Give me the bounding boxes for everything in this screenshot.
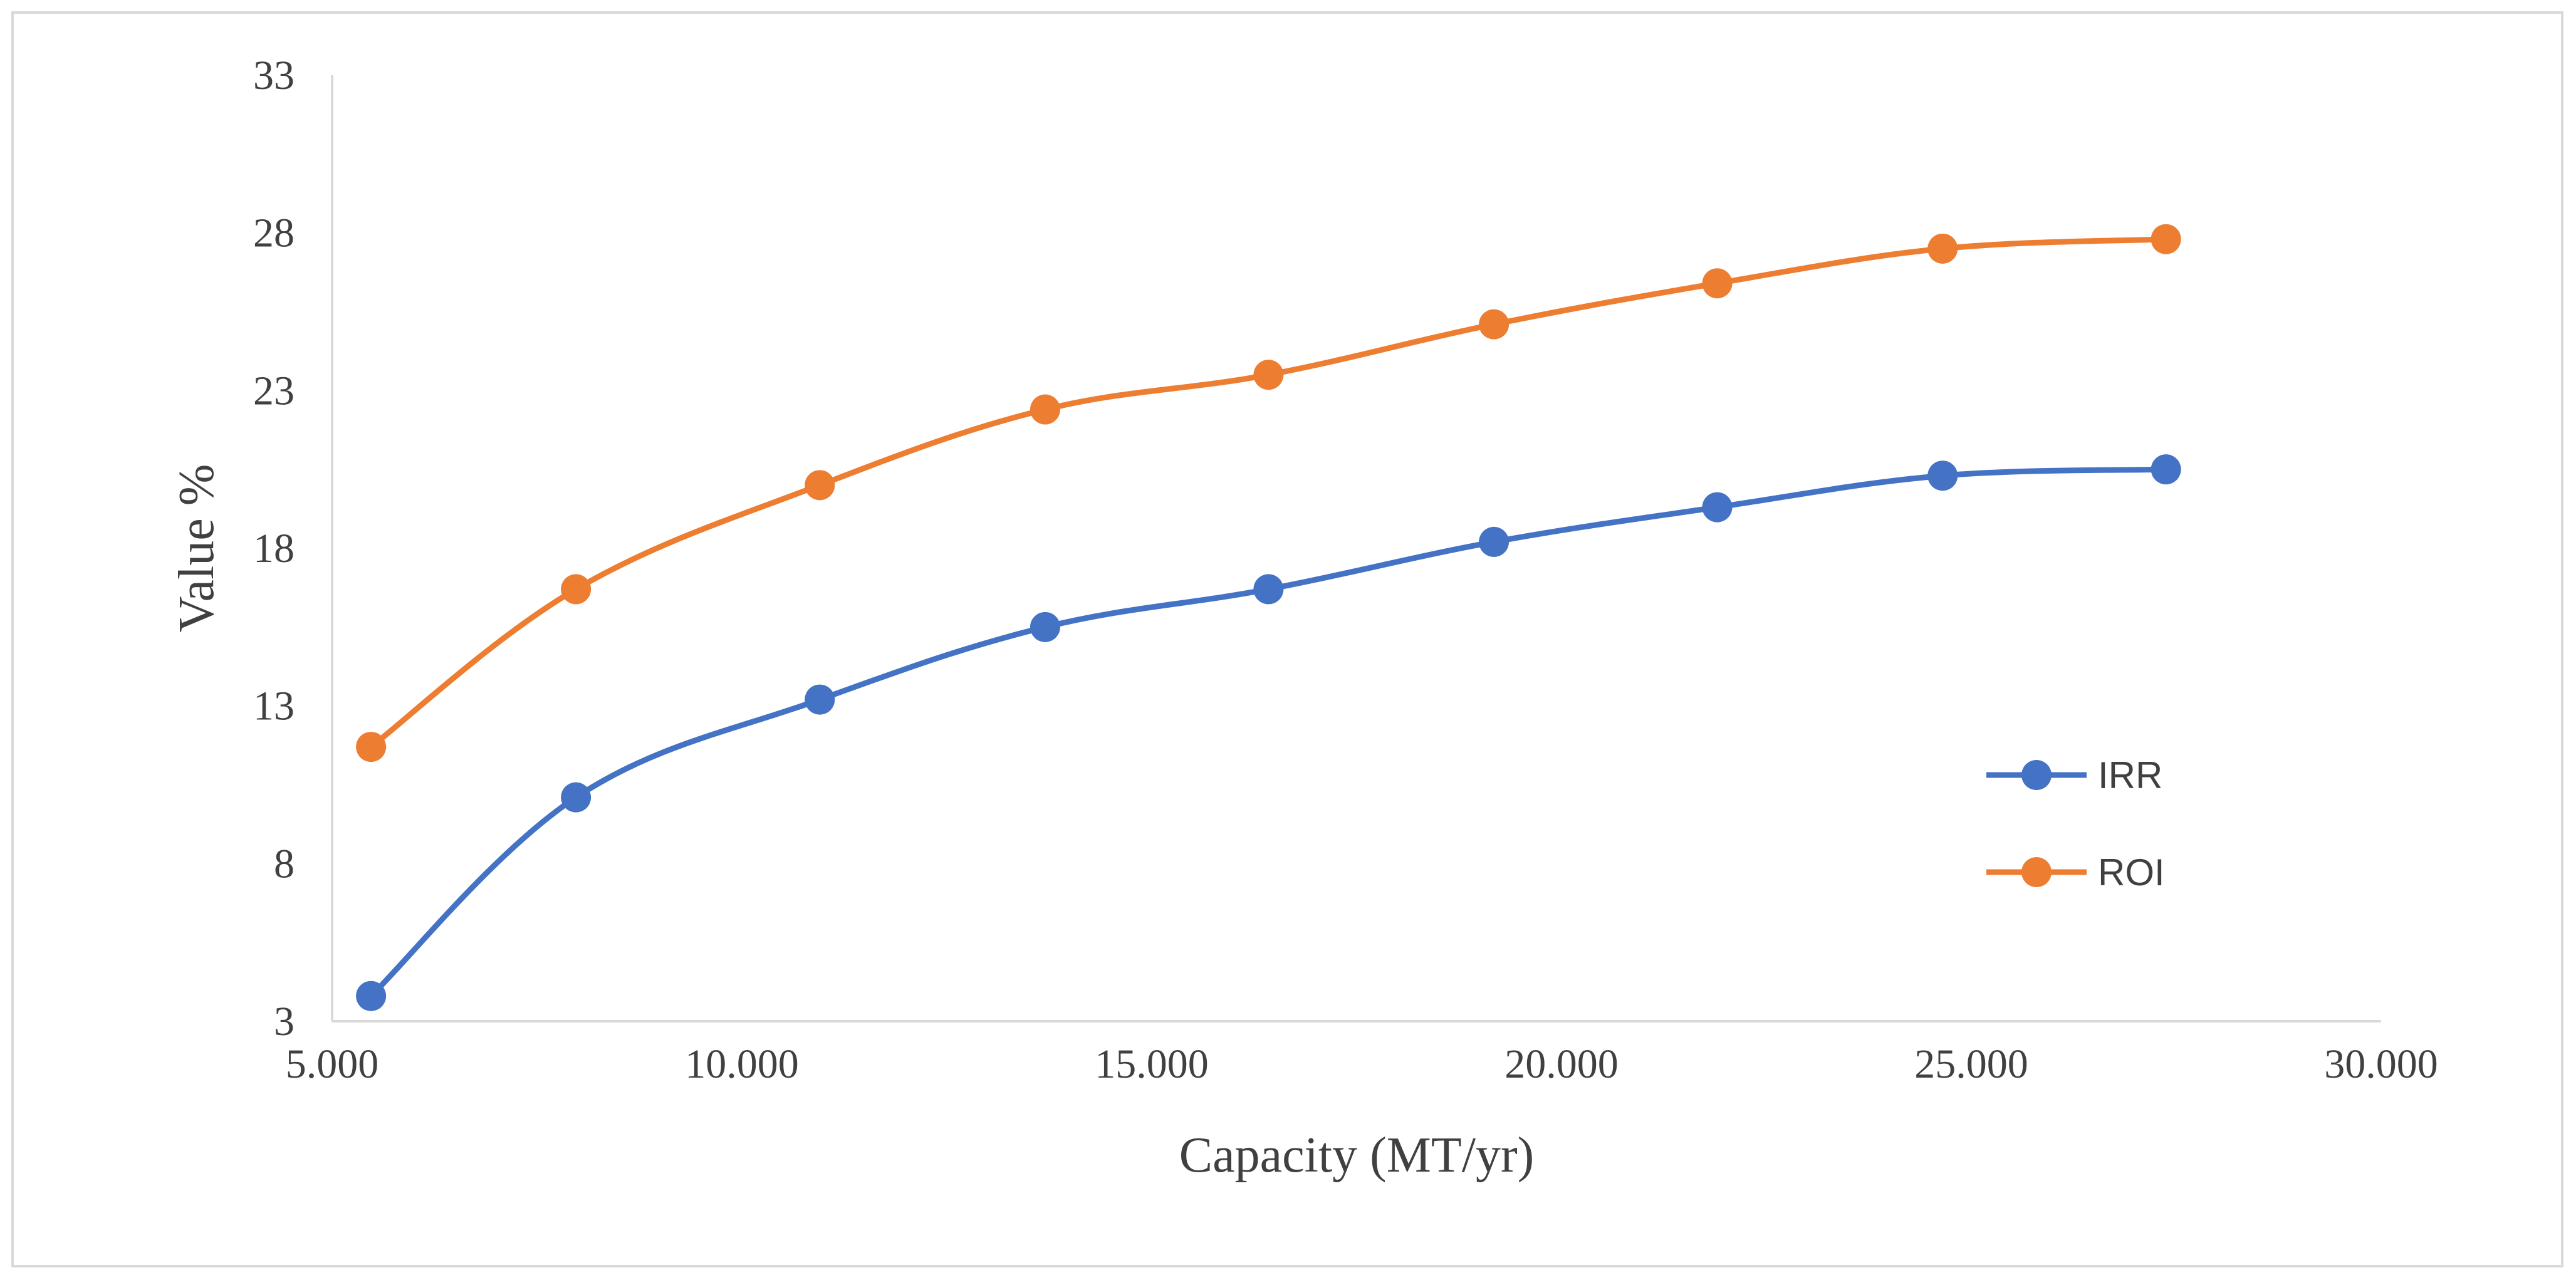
x-tick-label: 10.000: [685, 1041, 799, 1087]
irr-point: [1702, 492, 1733, 523]
irr-point: [1253, 574, 1284, 605]
roi-point: [805, 470, 835, 501]
legend-swatch-marker-irr: [2021, 760, 2052, 790]
roi-point: [1702, 268, 1733, 299]
irr-point: [356, 981, 387, 1011]
y-tick-label: 23: [253, 368, 295, 414]
irr-point: [2151, 454, 2181, 485]
y-tick-label: 33: [253, 53, 295, 98]
y-tick-labels: 3 8 13 18 23 28 33: [253, 53, 295, 1044]
roi-point: [561, 574, 592, 605]
legend-label-roi: ROI: [2098, 851, 2165, 893]
legend: IRR ROI: [1986, 754, 2165, 893]
roi-point: [1253, 360, 1284, 390]
legend-item-roi: ROI: [1986, 851, 2165, 893]
y-tick-label: 3: [274, 999, 295, 1044]
y-axis-title: Value %: [169, 464, 224, 633]
x-tick-labels: 5.000 10.000 15.000 20.000 25.000 30.000: [286, 1041, 2438, 1087]
x-tick-label: 30.000: [2324, 1041, 2438, 1087]
legend-swatch-marker-roi: [2021, 857, 2052, 887]
axes: [331, 75, 2381, 1022]
y-tick-label: 13: [253, 684, 295, 729]
irr-point: [1479, 526, 1510, 557]
y-tick-label: 8: [274, 841, 295, 887]
x-tick-label: 20.000: [1504, 1041, 1619, 1087]
roi-point: [1030, 394, 1060, 425]
series-irr: [356, 454, 2181, 1011]
legend-item-irr: IRR: [1986, 754, 2162, 796]
x-tick-label: 15.000: [1095, 1041, 1209, 1087]
irr-line: [368, 466, 2169, 999]
roi-point: [1479, 309, 1510, 340]
legend-label-irr: IRR: [2098, 754, 2162, 796]
series-layer: [356, 224, 2181, 1011]
roi-point: [2151, 224, 2181, 254]
irr-point: [561, 782, 592, 813]
irr-point: [805, 684, 835, 715]
irr-point: [1030, 611, 1060, 642]
roi-point: [1927, 233, 1958, 264]
x-axis-title: Capacity (MT/yr): [1179, 1128, 1534, 1183]
irr-point: [1927, 460, 1958, 491]
series-roi: [356, 224, 2181, 762]
roi-point: [356, 732, 387, 762]
roi-line: [368, 236, 2169, 750]
x-tick-label: 5.000: [286, 1041, 379, 1087]
y-tick-label: 28: [253, 211, 295, 256]
y-tick-label: 18: [253, 526, 295, 571]
x-tick-label: 25.000: [1914, 1041, 2028, 1087]
chart-frame: [11, 11, 2563, 1267]
